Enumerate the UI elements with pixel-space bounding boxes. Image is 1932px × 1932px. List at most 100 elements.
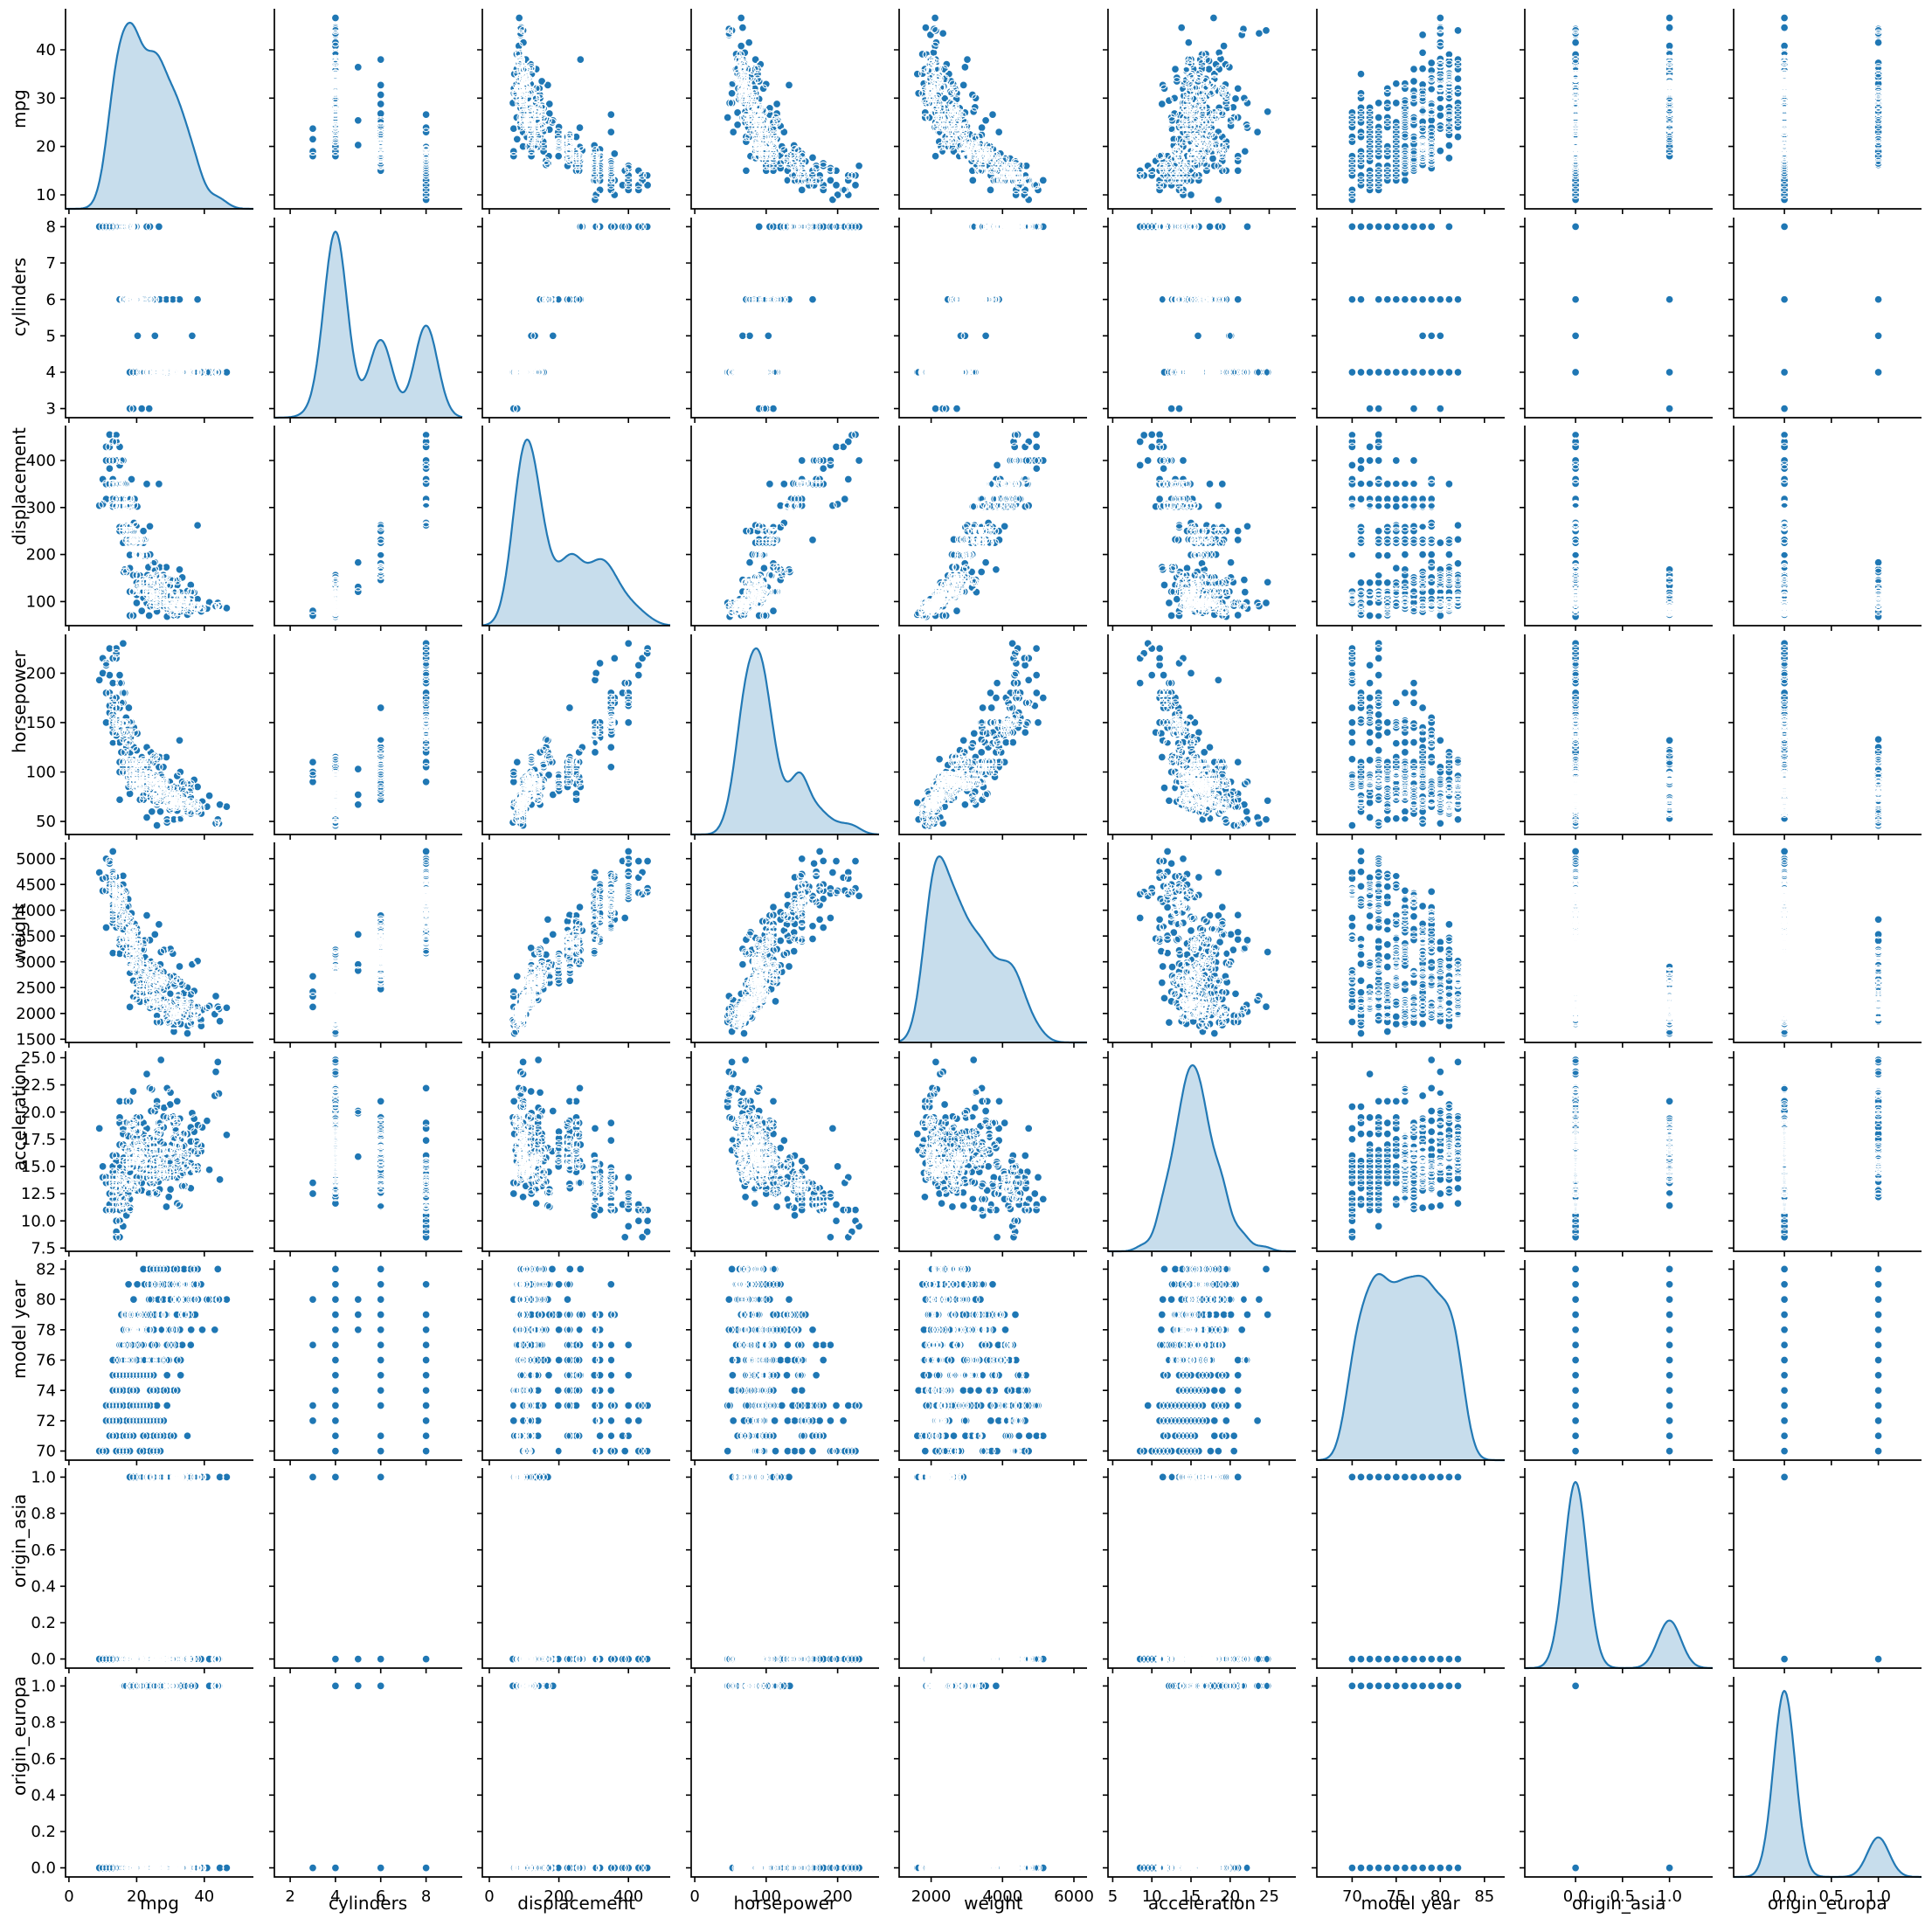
panel-origin_asia-vs-horsepower <box>691 1468 879 1668</box>
panel-canvas <box>1734 1260 1922 1460</box>
x-axis-label-mpg: mpg <box>56 1893 264 1914</box>
axis-spines <box>274 1468 462 1668</box>
y-tick-label: 80 <box>36 1291 56 1309</box>
panel-canvas <box>899 1051 1087 1251</box>
axis-spines <box>899 1677 1087 1877</box>
panel-weight-vs-origin_europa <box>1734 842 1922 1042</box>
kde-fill <box>1734 1691 1922 1877</box>
y-tick-label: 1.0 <box>31 1469 56 1487</box>
panel-canvas <box>274 842 462 1042</box>
y-tick-label: 10.0 <box>21 1212 56 1230</box>
panel-canvas <box>691 426 879 626</box>
tick-marks <box>1520 1269 1670 1465</box>
scatter-points <box>724 431 862 620</box>
tick-marks <box>269 859 426 1048</box>
panel-canvas <box>899 1260 1087 1460</box>
scatter-points <box>1780 223 1881 412</box>
tick-marks <box>269 673 426 840</box>
scatter-points <box>1136 1473 1271 1663</box>
y-axis-label-mpg: mpg <box>9 90 30 128</box>
tick-marks <box>894 226 1074 423</box>
y-tick-label: 7.5 <box>31 1239 56 1257</box>
tick-marks <box>269 1058 426 1257</box>
tick-marks <box>1728 50 1879 214</box>
panel-mpg-vs-model_year <box>1317 9 1505 209</box>
axis-spines <box>1108 218 1296 418</box>
axis-spines <box>274 1260 462 1460</box>
axis-spines <box>274 842 462 1042</box>
y-axis-label-model_year: model year <box>9 1340 30 1379</box>
panel-canvas <box>1734 426 1922 626</box>
scatter-points <box>1572 431 1673 620</box>
y-tick-label: 82 <box>36 1260 56 1278</box>
scatter-points <box>1348 1473 1462 1663</box>
scatter-points <box>95 1265 230 1455</box>
panel-canvas <box>482 9 670 209</box>
scatter-points <box>308 14 429 204</box>
scatter-points <box>914 1682 1048 1872</box>
panel-origin_asia-vs-mpg: 0.0 0.2 0.4 0.6 0.8 1.0 <box>66 1468 253 1668</box>
tick-marks <box>1520 859 1670 1048</box>
axis-spines <box>1734 1260 1922 1460</box>
panel-horsepower-vs-displacement <box>482 634 670 834</box>
axis-spines <box>274 426 462 626</box>
axis-spines <box>1317 218 1505 418</box>
tick-marks <box>1520 50 1670 214</box>
panel-origin_europa-vs-horsepower: 0 100 200 <box>691 1677 879 1877</box>
axis-spines <box>482 1468 670 1668</box>
axis-spines <box>1734 842 1922 1042</box>
y-tick-label: 78 <box>36 1321 56 1340</box>
panel-acceleration-vs-cylinders <box>274 1051 462 1251</box>
panel-horsepower-vs-mpg: 50 100 150 200 <box>66 634 253 834</box>
panel-model_year-vs-origin_europa <box>1734 1260 1922 1460</box>
panel-acceleration-vs-displacement <box>482 1051 670 1251</box>
scatter-points <box>509 223 652 412</box>
panel-canvas <box>274 1260 462 1460</box>
y-tick-label: 30 <box>36 89 56 107</box>
panel-model_year-vs-displacement <box>482 1260 670 1460</box>
y-tick-label: 0.6 <box>31 1750 56 1769</box>
scatter-points <box>509 848 652 1037</box>
scatter-points <box>95 640 230 829</box>
panel-canvas: 0.0 0.5 1.0 <box>1525 1677 1713 1877</box>
scatter-points <box>509 1473 652 1663</box>
scatter-points <box>509 1682 652 1872</box>
panel-model_year-vs-cylinders <box>274 1260 462 1460</box>
axis-spines <box>1734 426 1922 626</box>
y-tick-label: 0.4 <box>31 1786 56 1804</box>
panel-canvas <box>1108 218 1296 418</box>
scatter-points <box>1780 1473 1881 1663</box>
tick-marks <box>269 1478 426 1674</box>
panel-canvas <box>1734 218 1922 418</box>
axis-spines <box>274 9 462 209</box>
tick-marks <box>60 226 204 423</box>
x-axis-label-model_year: model year <box>1306 1893 1514 1914</box>
tick-marks <box>686 1478 838 1674</box>
scatter-points <box>1780 1265 1881 1455</box>
y-tick-label: 2000 <box>16 1005 56 1023</box>
y-tick-label: 0.6 <box>31 1541 56 1560</box>
tick-marks <box>1312 226 1485 423</box>
axis-spines <box>1734 9 1922 209</box>
scatter-points <box>95 848 230 1037</box>
tick-marks <box>477 1269 628 1465</box>
axis-spines <box>1525 426 1713 626</box>
x-axis-label-acceleration: acceleration <box>1098 1893 1306 1914</box>
axis-spines <box>274 634 462 834</box>
y-tick-label: 200 <box>26 664 56 682</box>
panel-acceleration-vs-origin_asia <box>1525 1051 1713 1251</box>
panel-origin_europa-vs-mpg: 0.0 0.2 0.4 0.6 0.8 1.0 0 20 40 <box>66 1677 253 1877</box>
panel-canvas <box>1108 842 1296 1042</box>
axis-spines <box>274 1677 462 1877</box>
axis-spines <box>899 218 1087 418</box>
panel-model_year-vs-horsepower <box>691 1260 879 1460</box>
axis-spines <box>1525 1677 1713 1877</box>
tick-marks <box>477 1058 628 1257</box>
panel-canvas <box>899 9 1087 209</box>
scatter-points <box>308 640 429 829</box>
